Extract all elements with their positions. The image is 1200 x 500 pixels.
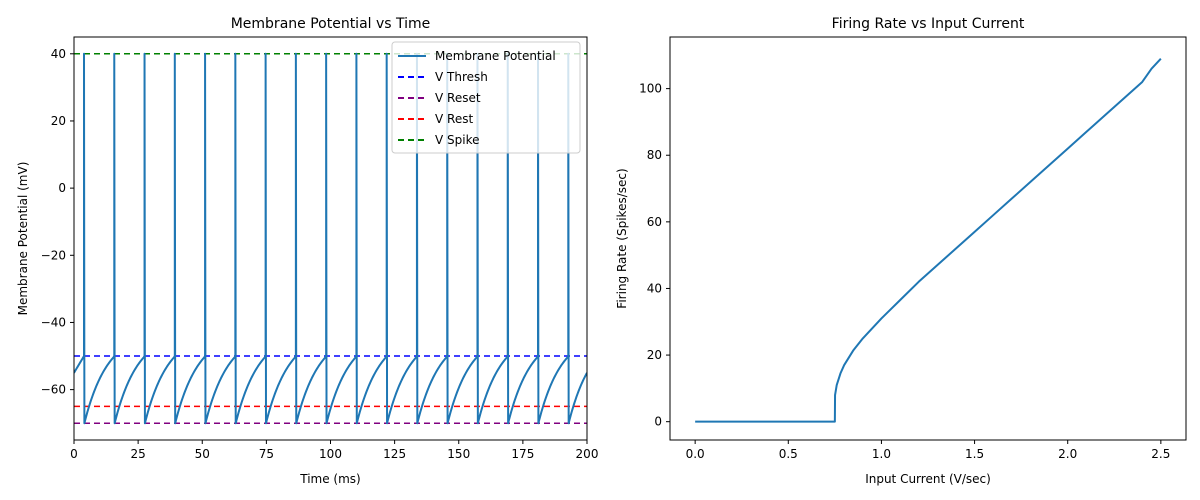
firing-y-ticks: 0 20 40 60 80 100: [639, 82, 670, 429]
membrane-x-tick-label: 50: [195, 447, 210, 461]
membrane-y-axis-label: Membrane Potential (mV): [16, 162, 30, 316]
firing-x-tick-label: 1.5: [965, 447, 984, 461]
membrane-x-tick-label: 200: [576, 447, 599, 461]
membrane-x-tick-label: 75: [259, 447, 274, 461]
membrane-x-tick-label: 25: [130, 447, 145, 461]
legend-label-v-rest: V Rest: [435, 112, 473, 126]
firing-y-tick-label: 100: [639, 82, 662, 96]
firing-y-axis-label: Firing Rate (Spikes/sec): [615, 168, 629, 308]
membrane-y-ticks: −60 −40 −20 0 20 40: [41, 47, 74, 397]
membrane-trace-group: [74, 52, 587, 425]
firing-axes-frame: [669, 36, 1187, 441]
firing-rate-line: [695, 57, 1162, 423]
firing-x-ticks: 0.0 0.5 1.0 1.5 2.0 2.5: [686, 440, 1170, 461]
membrane-x-tick-label: 0: [70, 447, 78, 461]
firing-x-tick-label: 1.0: [872, 447, 891, 461]
firing-x-axis-label: Input Current (V/sec): [865, 472, 991, 486]
membrane-y-tick-label: −20: [41, 248, 66, 262]
membrane-x-tick-label: 175: [511, 447, 534, 461]
legend: Membrane Potential V Thresh V Reset V Re…: [391, 41, 581, 154]
membrane-chart-title: Membrane Potential vs Time: [231, 16, 431, 32]
firing-x-tick-label: 2.0: [1058, 447, 1077, 461]
firing-y-tick-label: 20: [647, 348, 662, 362]
membrane-y-tick-label: 40: [51, 47, 66, 61]
firing-y-tick-label: 60: [647, 215, 662, 229]
membrane-potential-line: [74, 52, 587, 425]
reference-lines: [74, 53, 587, 424]
legend-label-v-spike: V Spike: [435, 133, 480, 147]
firing-y-tick-label: 40: [647, 281, 662, 295]
membrane-y-tick-label: −60: [41, 383, 66, 397]
firing-y-tick-label: 0: [654, 415, 662, 429]
legend-box: [391, 41, 581, 154]
firing-chart-title: Firing Rate vs Input Current: [832, 16, 1025, 32]
legend-label-v-reset: V Reset: [435, 91, 481, 105]
membrane-y-tick-label: −40: [41, 315, 66, 329]
membrane-x-ticks: 0 25 50 75 100 125 150 175 200: [70, 440, 598, 461]
membrane-y-tick-label: 0: [58, 181, 66, 195]
firing-y-tick-label: 80: [647, 148, 662, 162]
legend-label-membrane-potential: Membrane Potential: [435, 49, 556, 63]
membrane-potential-chart: Membrane Potential vs Time 0 25 50 75 100 125…: [16, 16, 598, 486]
membrane-x-axis-label: Time (ms): [299, 472, 361, 486]
membrane-x-tick-label: 150: [447, 447, 470, 461]
firing-x-tick-label: 0.0: [686, 447, 705, 461]
membrane-x-tick-label: 125: [383, 447, 406, 461]
membrane-x-tick-label: 100: [319, 447, 342, 461]
firing-rate-chart: Firing Rate vs Input Current 0.0 0.5 1.0 1.…: [615, 16, 1187, 486]
firing-trace-group: [695, 57, 1162, 423]
firing-x-tick-label: 2.5: [1151, 447, 1170, 461]
legend-label-v-thresh: V Thresh: [435, 70, 488, 84]
membrane-y-tick-label: 20: [51, 114, 66, 128]
firing-x-tick-label: 0.5: [779, 447, 798, 461]
